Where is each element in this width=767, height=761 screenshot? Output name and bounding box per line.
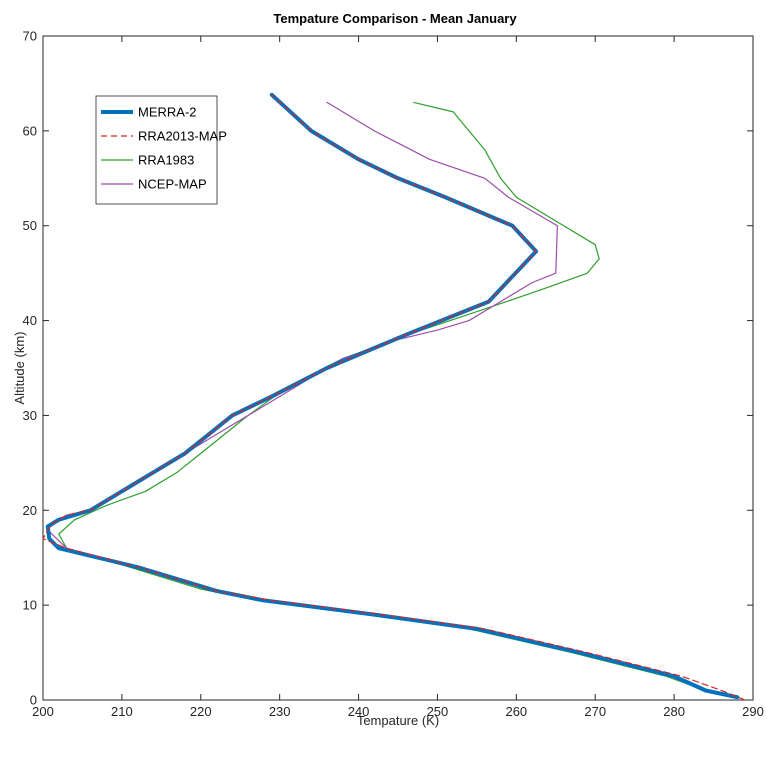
x-tick-label: 210 (111, 704, 133, 719)
series-line-rra2013-map (42, 94, 746, 701)
y-tick-label: 30 (23, 408, 37, 423)
legend-label: RRA2013-MAP (138, 129, 227, 144)
axis-ticks: 200 210 220 230 240 250 260 270 280 290 0 10 20 30 40 5… (23, 29, 764, 720)
x-tick-label: 240 (348, 704, 370, 719)
x-tick-label: 220 (190, 704, 212, 719)
x-tick-label: 260 (505, 704, 527, 719)
legend-label: RRA1983 (138, 153, 194, 168)
y-tick-label: 60 (23, 123, 37, 138)
y-tick-label: 20 (23, 503, 37, 518)
plot-frame (42, 35, 754, 701)
x-tick-label: 290 (742, 704, 764, 719)
chart-title: Tempature Comparison - Mean January (273, 11, 517, 26)
legend: MERRA-2 RRA2013-MAP RRA1983 NCEP-MAP (95, 95, 227, 205)
y-axis-label: Altitude (km) (12, 332, 27, 405)
legend-label: NCEP-MAP (138, 177, 207, 192)
x-tick-label: 280 (663, 704, 685, 719)
y-tick-label: 40 (23, 313, 37, 328)
series-line-merra-2 (45, 92, 740, 700)
y-tick-label: 0 (30, 693, 37, 708)
legend-items: MERRA-2 RRA2013-MAP RRA1983 NCEP-MAP (101, 105, 227, 192)
x-tick-label: 230 (269, 704, 291, 719)
x-axis-label: Tempature (K) (357, 713, 439, 728)
x-tick-label: 270 (584, 704, 606, 719)
legend-label: MERRA-2 (138, 105, 197, 120)
x-tick-label: 200 (32, 704, 54, 719)
x-tick-label: 250 (427, 704, 449, 719)
series-lines (42, 92, 746, 701)
y-tick-label: 10 (23, 598, 37, 613)
y-tick-label: 70 (23, 29, 37, 44)
y-tick-label: 50 (23, 218, 37, 233)
